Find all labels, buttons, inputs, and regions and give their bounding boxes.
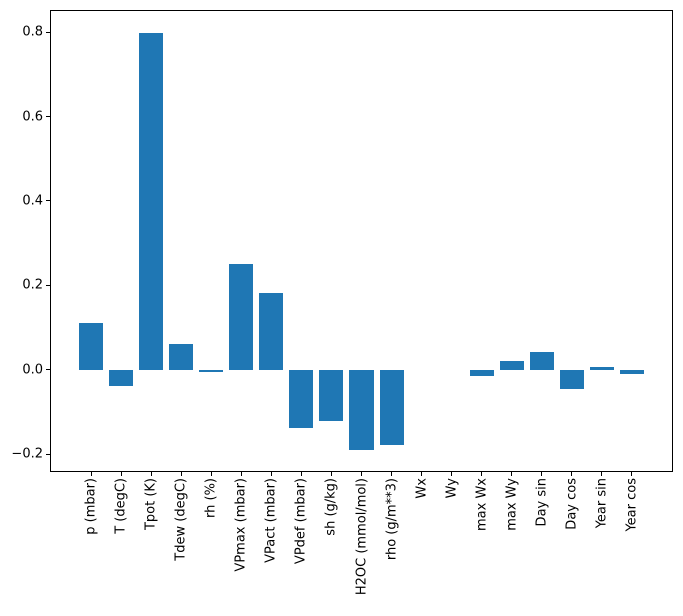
y-tick (46, 284, 50, 286)
bar-vpmax-mbar (229, 264, 254, 370)
y-tick-label: 0.8 (22, 24, 43, 40)
x-tick-label-rho-g-m-3: rho (g/m**3) (384, 478, 400, 561)
x-tick-label-year-cos: Year cos (624, 478, 640, 532)
bar-vpact-mbar (259, 293, 284, 370)
x-tick (180, 472, 182, 476)
y-tick-label: 0.6 (22, 109, 43, 124)
bar-rho-g-m-3 (379, 369, 404, 445)
x-tick (210, 472, 212, 476)
x-tick-label-wx: Wx (414, 478, 430, 499)
x-tick-label-day-cos: Day cos (564, 478, 580, 530)
x-tick-label-max-wy: max Wy (504, 478, 520, 531)
bar-p-mbar (79, 323, 104, 370)
plot-area (50, 10, 673, 472)
x-tick (421, 472, 423, 476)
x-tick (511, 472, 513, 476)
bar-year-sin (589, 366, 614, 370)
bar-max-wy (499, 361, 524, 370)
y-tick (46, 453, 50, 455)
bar-vpdef-mbar (289, 369, 314, 429)
y-tick (46, 369, 50, 371)
x-tick (90, 472, 92, 476)
y-tick (46, 116, 50, 117)
y-tick (46, 31, 50, 33)
bar-max-wx (469, 369, 494, 376)
bar-t-degc (109, 369, 134, 386)
bar-year-cos (619, 369, 644, 375)
bar-tdew-degc (169, 344, 194, 370)
x-tick-label-day-sin: Day sin (534, 478, 550, 527)
x-tick-label-tdew-degc: Tdew (degC) (173, 478, 189, 561)
x-tick (631, 472, 633, 476)
x-tick-label-t-degc: T (degC) (113, 478, 129, 534)
bar-tpot-k (139, 32, 164, 370)
x-tick (150, 472, 152, 476)
bar-sh-g-kg (319, 369, 344, 421)
x-tick-label-wy: Wy (444, 478, 460, 499)
x-tick (270, 472, 272, 476)
y-tick-label: 0.4 (22, 193, 43, 209)
bar-h2oc-mmol-mol (349, 369, 374, 451)
y-tick-label: −0.2 (11, 446, 43, 462)
x-tick-label-year-sin: Year sin (594, 478, 610, 529)
x-tick (330, 472, 332, 476)
x-tick (601, 472, 603, 476)
x-tick (571, 472, 573, 476)
y-tick-label: 0.2 (22, 277, 43, 293)
x-tick-label-rh: rh (%) (203, 478, 219, 518)
x-tick-label-max-wx: max Wx (474, 478, 490, 532)
x-tick-label-sh-g-kg: sh (g/kg) (323, 478, 339, 536)
x-tick (361, 472, 362, 476)
x-tick-label-vpmax-mbar: VPmax (mbar) (233, 478, 249, 572)
x-tick (120, 472, 122, 476)
x-tick-label-tpot-k: Tpot (K) (143, 478, 159, 531)
x-tick (300, 472, 302, 476)
x-tick-label-h2oc-mmol-mol: H2OC (mmol/mol) (354, 478, 369, 596)
x-tick (541, 472, 543, 476)
bar-day-cos (559, 369, 584, 389)
x-tick (240, 472, 242, 476)
y-tick-label: 0.0 (22, 362, 43, 378)
x-tick-label-vpdef-mbar: VPdef (mbar) (293, 478, 309, 565)
x-tick (481, 472, 483, 476)
x-tick (451, 472, 453, 476)
x-tick-label-p-mbar: p (mbar) (83, 478, 99, 535)
x-tick-label-vpact-mbar: VPact (mbar) (263, 478, 279, 563)
y-tick (46, 200, 50, 202)
bar-day-sin (529, 352, 554, 370)
x-tick (391, 472, 393, 476)
bar-rh (199, 369, 224, 373)
